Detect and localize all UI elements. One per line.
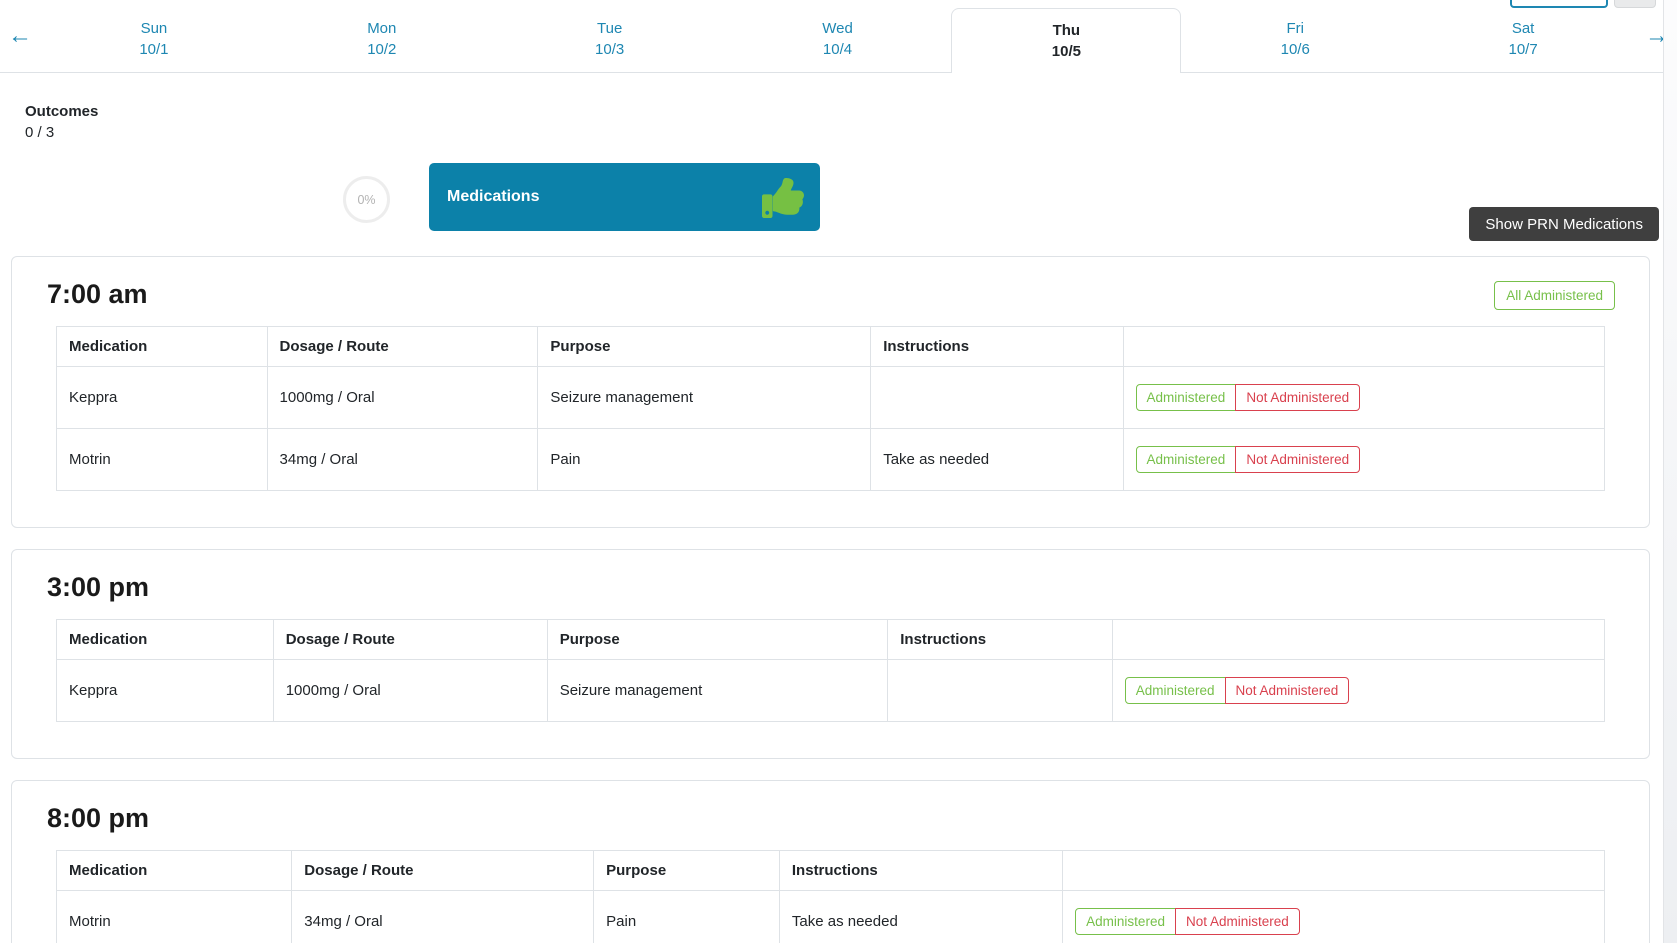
- medications-table: Medication Dosage / Route Purpose Instru…: [56, 619, 1606, 722]
- cell-medication: Keppra: [56, 366, 268, 429]
- tab-day-sun[interactable]: Sun 10/1: [40, 0, 268, 72]
- table-row: Motrin 34mg / Oral Pain Take as needed A…: [55, 890, 1605, 943]
- day-label: Sat: [1511, 20, 1535, 37]
- cell-medication: Motrin: [55, 890, 293, 943]
- cell-purpose: Pain: [537, 428, 872, 491]
- administered-button[interactable]: Administered: [1075, 908, 1176, 935]
- column-header-dosage: Dosage / Route: [291, 850, 595, 891]
- cell-instructions: [887, 659, 1113, 722]
- table-header-row: Medication Dosage / Route Purpose Instru…: [56, 326, 1606, 367]
- column-header-actions: [1111, 619, 1606, 660]
- tab-day-wed[interactable]: Wed 10/4: [724, 0, 952, 72]
- week-tab-bar: ← Sun 10/1 Mon 10/2 Tue 10/3 Wed 10/4 Th…: [0, 0, 1677, 73]
- day-label: Fri: [1286, 20, 1304, 37]
- day-summary: Outcomes 0 / 3 0% Medications Show PRN M…: [0, 73, 1677, 256]
- day-date: 10/5: [1051, 43, 1081, 60]
- medications-table: Medication Dosage / Route Purpose Instru…: [55, 850, 1605, 943]
- day-label: Thu: [1052, 22, 1081, 39]
- cell-instructions: Take as needed: [870, 428, 1124, 491]
- arrow-left-icon: ←: [8, 22, 32, 49]
- column-header-dosage: Dosage / Route: [272, 619, 548, 660]
- cell-instructions: Take as needed: [778, 890, 1064, 943]
- administered-button[interactable]: Administered: [1135, 446, 1237, 473]
- previous-week-button[interactable]: ←: [0, 0, 40, 72]
- tab-day-fri[interactable]: Fri 10/6: [1181, 0, 1409, 72]
- not-administered-button[interactable]: Not Administered: [1174, 908, 1300, 935]
- cell-actions: Administered Not Administered: [1111, 659, 1606, 722]
- time-heading: 3:00 pm: [47, 572, 150, 602]
- not-administered-button[interactable]: Not Administered: [1235, 446, 1361, 473]
- cell-purpose: Seizure management: [537, 366, 872, 429]
- table-header-row: Medication Dosage / Route Purpose Instru…: [56, 619, 1606, 660]
- day-label: Mon: [367, 20, 397, 37]
- outcomes-count: 0 / 3: [25, 124, 55, 141]
- time-heading: 8:00 pm: [47, 803, 150, 833]
- medication-time-card-3pm: 3:00 pm Medication Dosage / Route Purpos…: [11, 549, 1650, 759]
- tab-day-tue[interactable]: Tue 10/3: [496, 0, 724, 72]
- medications-table: Medication Dosage / Route Purpose Instru…: [56, 326, 1606, 491]
- column-header-actions: [1122, 326, 1606, 367]
- cell-dosage: 1000mg / Oral: [266, 366, 539, 429]
- column-header-purpose: Purpose: [546, 619, 889, 660]
- column-header-purpose: Purpose: [593, 850, 780, 891]
- partial-gray-button[interactable]: [1614, 0, 1656, 8]
- column-header-instructions: Instructions: [870, 326, 1124, 367]
- day-label: Tue: [597, 20, 623, 37]
- column-header-medication: Medication: [56, 326, 268, 367]
- column-header-instructions: Instructions: [778, 850, 1064, 891]
- medication-time-card-7am: 7:00 am All Administered Medication Dosa…: [11, 256, 1650, 528]
- table-row: Keppra 1000mg / Oral Seizure management …: [56, 659, 1606, 722]
- column-header-medication: Medication: [55, 850, 293, 891]
- administered-button[interactable]: Administered: [1124, 677, 1226, 704]
- column-header-dosage: Dosage / Route: [266, 326, 539, 367]
- day-date: 10/2: [367, 41, 397, 58]
- column-header-actions: [1062, 850, 1605, 891]
- cell-dosage: 1000mg / Oral: [272, 659, 548, 722]
- cell-purpose: Pain: [593, 890, 780, 943]
- day-date: 10/3: [595, 41, 625, 58]
- cell-dosage: 34mg / Oral: [291, 890, 595, 943]
- cell-medication: Motrin: [56, 428, 268, 491]
- partial-outline-button[interactable]: [1510, 0, 1608, 8]
- column-header-medication: Medication: [56, 619, 274, 660]
- tab-day-sat[interactable]: Sat 10/7: [1409, 0, 1637, 72]
- table-header-row: Medication Dosage / Route Purpose Instru…: [55, 850, 1605, 891]
- tab-day-thu-active[interactable]: Thu 10/5: [951, 8, 1182, 73]
- cell-actions: Administered Not Administered: [1122, 366, 1606, 429]
- cell-dosage: 34mg / Oral: [266, 428, 539, 491]
- column-header-purpose: Purpose: [537, 326, 872, 367]
- outcomes-summary: Outcomes 0 / 3: [25, 103, 98, 141]
- day-date: 10/7: [1508, 41, 1538, 58]
- cell-purpose: Seizure management: [546, 659, 889, 722]
- day-label: Wed: [822, 20, 853, 37]
- not-administered-button[interactable]: Not Administered: [1224, 677, 1350, 704]
- all-administered-button[interactable]: All Administered: [1494, 281, 1615, 310]
- cell-actions: Administered Not Administered: [1062, 890, 1605, 943]
- cell-medication: Keppra: [56, 659, 274, 722]
- outcomes-label: Outcomes: [25, 103, 99, 120]
- medications-button[interactable]: Medications: [429, 163, 820, 231]
- thumbs-up-icon: [762, 177, 804, 218]
- progress-percent: 0%: [357, 192, 376, 207]
- tab-day-mon[interactable]: Mon 10/2: [268, 0, 496, 72]
- day-label: Sun: [140, 20, 168, 37]
- medications-button-label: Medications: [447, 188, 540, 205]
- not-administered-button[interactable]: Not Administered: [1235, 384, 1361, 411]
- progress-circle: 0%: [343, 176, 390, 223]
- day-date: 10/6: [1280, 41, 1310, 58]
- show-prn-medications-button[interactable]: Show PRN Medications: [1469, 207, 1659, 241]
- vertical-scrollbar[interactable]: [1663, 0, 1677, 943]
- column-header-instructions: Instructions: [887, 619, 1113, 660]
- medication-time-card-8pm: 8:00 pm Medication Dosage / Route Purpos…: [11, 780, 1650, 943]
- day-date: 10/4: [822, 41, 853, 58]
- cell-actions: Administered Not Administered: [1122, 428, 1606, 491]
- administered-button[interactable]: Administered: [1135, 384, 1237, 411]
- day-date: 10/1: [139, 41, 169, 58]
- cell-instructions: [870, 366, 1124, 429]
- table-row: Keppra 1000mg / Oral Seizure management …: [56, 366, 1606, 429]
- time-heading: 7:00 am: [47, 279, 148, 309]
- table-row: Motrin 34mg / Oral Pain Take as needed A…: [56, 428, 1606, 491]
